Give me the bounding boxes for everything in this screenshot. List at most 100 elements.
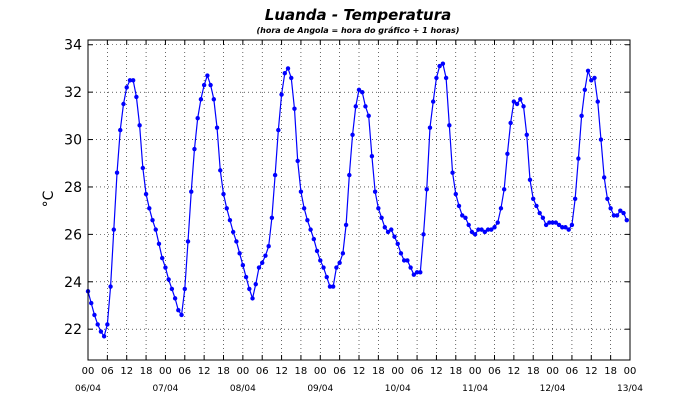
data-point bbox=[137, 123, 142, 128]
data-point bbox=[340, 251, 346, 256]
data-point bbox=[292, 106, 297, 111]
data-point bbox=[356, 87, 362, 92]
data-point bbox=[592, 75, 597, 81]
data-point bbox=[366, 113, 371, 119]
data-point bbox=[330, 284, 336, 289]
data-point bbox=[579, 113, 584, 119]
data-point bbox=[540, 215, 546, 220]
data-point bbox=[179, 312, 184, 318]
data-point bbox=[334, 265, 339, 270]
data-point bbox=[305, 217, 310, 223]
x-tick-label: 12 bbox=[198, 366, 211, 377]
data-point bbox=[414, 270, 420, 275]
data-point bbox=[153, 227, 158, 232]
data-point bbox=[279, 92, 284, 97]
date-label: 13/04 bbox=[617, 384, 643, 394]
data-point bbox=[147, 206, 152, 211]
data-point bbox=[440, 61, 446, 66]
data-point bbox=[621, 210, 626, 216]
data-point bbox=[327, 284, 333, 289]
data-point bbox=[411, 272, 417, 277]
data-point bbox=[347, 172, 352, 178]
data-point bbox=[185, 239, 191, 244]
date-label: 12/04 bbox=[540, 384, 566, 394]
data-point bbox=[405, 258, 410, 263]
data-point bbox=[572, 196, 578, 202]
data-point bbox=[101, 334, 107, 339]
data-point bbox=[434, 75, 439, 81]
data-point bbox=[318, 258, 323, 263]
data-point bbox=[427, 125, 433, 130]
x-tick-label: 06 bbox=[333, 366, 346, 377]
data-point bbox=[230, 229, 236, 235]
data-point bbox=[214, 125, 220, 130]
data-point bbox=[140, 165, 146, 171]
data-point bbox=[282, 70, 287, 76]
data-point bbox=[379, 215, 384, 220]
data-point bbox=[518, 97, 523, 102]
data-point bbox=[314, 248, 320, 254]
data-point bbox=[508, 120, 513, 126]
data-point bbox=[311, 236, 317, 242]
data-point bbox=[295, 158, 300, 164]
data-point bbox=[227, 217, 233, 223]
x-tick-label: 18 bbox=[449, 366, 462, 377]
data-point bbox=[605, 196, 610, 202]
data-point bbox=[437, 63, 442, 69]
x-tick-label: 00 bbox=[469, 366, 482, 377]
y-tick-label: 30 bbox=[64, 133, 82, 149]
data-point bbox=[89, 300, 94, 306]
data-point bbox=[463, 215, 468, 220]
data-point bbox=[272, 172, 278, 178]
y-tick-label: 28 bbox=[64, 180, 82, 196]
data-point bbox=[543, 222, 549, 228]
y-axis-label: °C bbox=[41, 190, 57, 207]
data-point bbox=[566, 227, 571, 232]
x-tick-label: 00 bbox=[236, 366, 249, 377]
data-point bbox=[224, 206, 229, 211]
data-point bbox=[92, 312, 97, 318]
x-tick-label: 00 bbox=[159, 366, 172, 377]
y-tick-label: 24 bbox=[64, 275, 82, 291]
data-point bbox=[392, 234, 397, 239]
y-tick-label: 32 bbox=[64, 85, 82, 101]
data-point bbox=[527, 177, 533, 183]
data-point bbox=[611, 213, 617, 218]
data-point bbox=[563, 225, 568, 230]
date-label: 07/04 bbox=[152, 384, 178, 394]
x-tick-label: 18 bbox=[295, 366, 308, 377]
data-point bbox=[221, 191, 226, 197]
x-tick-label: 00 bbox=[391, 366, 404, 377]
data-point bbox=[237, 251, 242, 256]
data-point bbox=[560, 225, 565, 230]
data-point bbox=[285, 66, 291, 71]
data-point bbox=[143, 191, 149, 197]
x-tick-label: 06 bbox=[488, 366, 501, 377]
data-point bbox=[243, 274, 249, 280]
data-point bbox=[240, 262, 246, 268]
data-point bbox=[266, 244, 271, 249]
data-point bbox=[466, 222, 471, 228]
data-point bbox=[469, 229, 475, 235]
data-point bbox=[524, 132, 529, 138]
data-point bbox=[501, 187, 507, 192]
data-point bbox=[253, 281, 258, 287]
x-tick-label: 06 bbox=[256, 366, 269, 377]
data-point bbox=[247, 286, 252, 292]
data-point bbox=[360, 89, 365, 95]
axis-ticks bbox=[87, 40, 631, 360]
data-point bbox=[108, 284, 113, 289]
date-label: 10/04 bbox=[385, 384, 411, 394]
x-tick-label: 12 bbox=[585, 366, 598, 377]
data-point bbox=[130, 78, 136, 83]
y-tick-label: 34 bbox=[64, 38, 82, 54]
data-point bbox=[124, 85, 129, 90]
x-tick-label: 18 bbox=[140, 366, 153, 377]
data-point bbox=[114, 170, 120, 175]
data-point bbox=[472, 232, 478, 237]
data-point bbox=[363, 104, 368, 109]
data-point bbox=[163, 265, 168, 270]
x-tick-label: 06 bbox=[178, 366, 191, 377]
data-point bbox=[121, 101, 126, 107]
data-point bbox=[234, 239, 239, 244]
